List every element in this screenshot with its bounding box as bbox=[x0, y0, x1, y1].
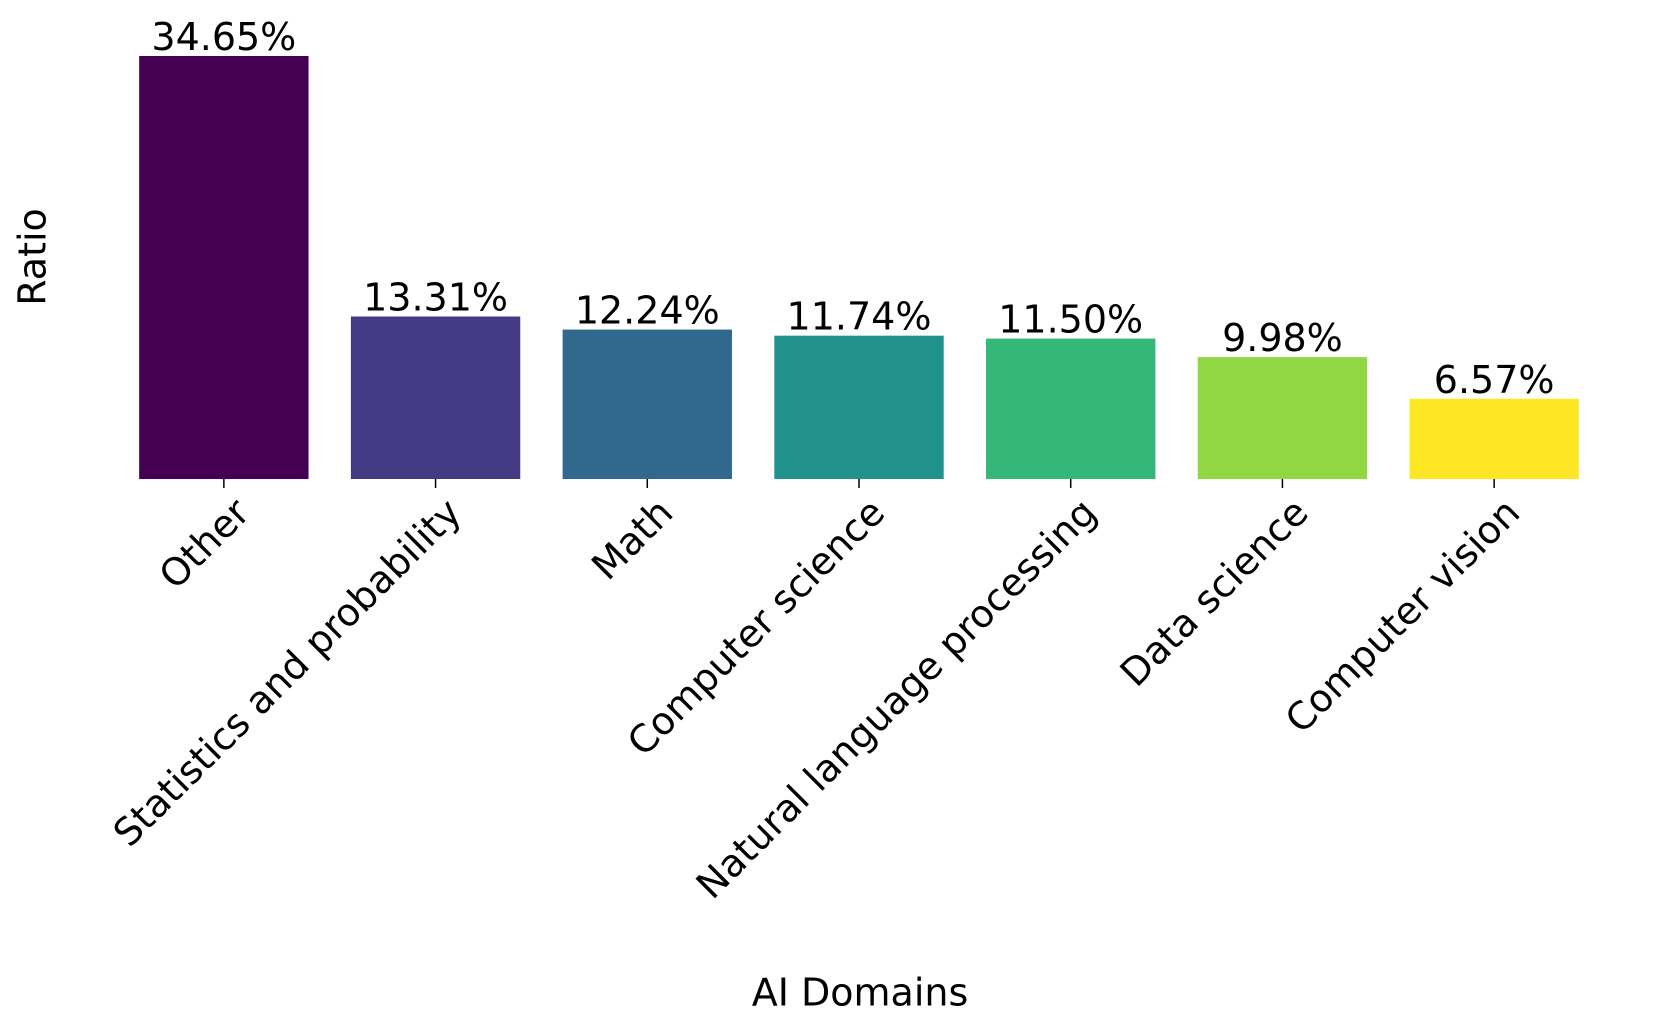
value-label: 11.50% bbox=[998, 298, 1143, 342]
bar bbox=[774, 335, 944, 479]
bar bbox=[1197, 357, 1368, 479]
bar bbox=[986, 338, 1156, 479]
y-axis-label: Ratio bbox=[11, 208, 55, 306]
x-axis-label: AI Domains bbox=[752, 971, 969, 1015]
value-label: 9.98% bbox=[1222, 316, 1343, 360]
bar bbox=[350, 316, 521, 479]
x-tick-label: Data science bbox=[1112, 490, 1317, 695]
value-label: 12.24% bbox=[575, 289, 720, 333]
value-label: 34.65% bbox=[151, 15, 296, 59]
x-tick-label: Math bbox=[583, 490, 681, 588]
x-tick-label: Other bbox=[151, 490, 259, 598]
bar bbox=[562, 329, 732, 479]
bar bbox=[1409, 398, 1579, 479]
x-tick-label: Statistics and probability bbox=[105, 490, 470, 855]
value-label: 11.74% bbox=[787, 295, 932, 339]
x-tick-label: Natural language processing bbox=[688, 490, 1105, 907]
bar bbox=[139, 56, 309, 479]
value-label: 13.31% bbox=[363, 276, 508, 320]
x-tick-label: Computer vision bbox=[1277, 490, 1529, 742]
value-label: 6.57% bbox=[1434, 358, 1555, 402]
